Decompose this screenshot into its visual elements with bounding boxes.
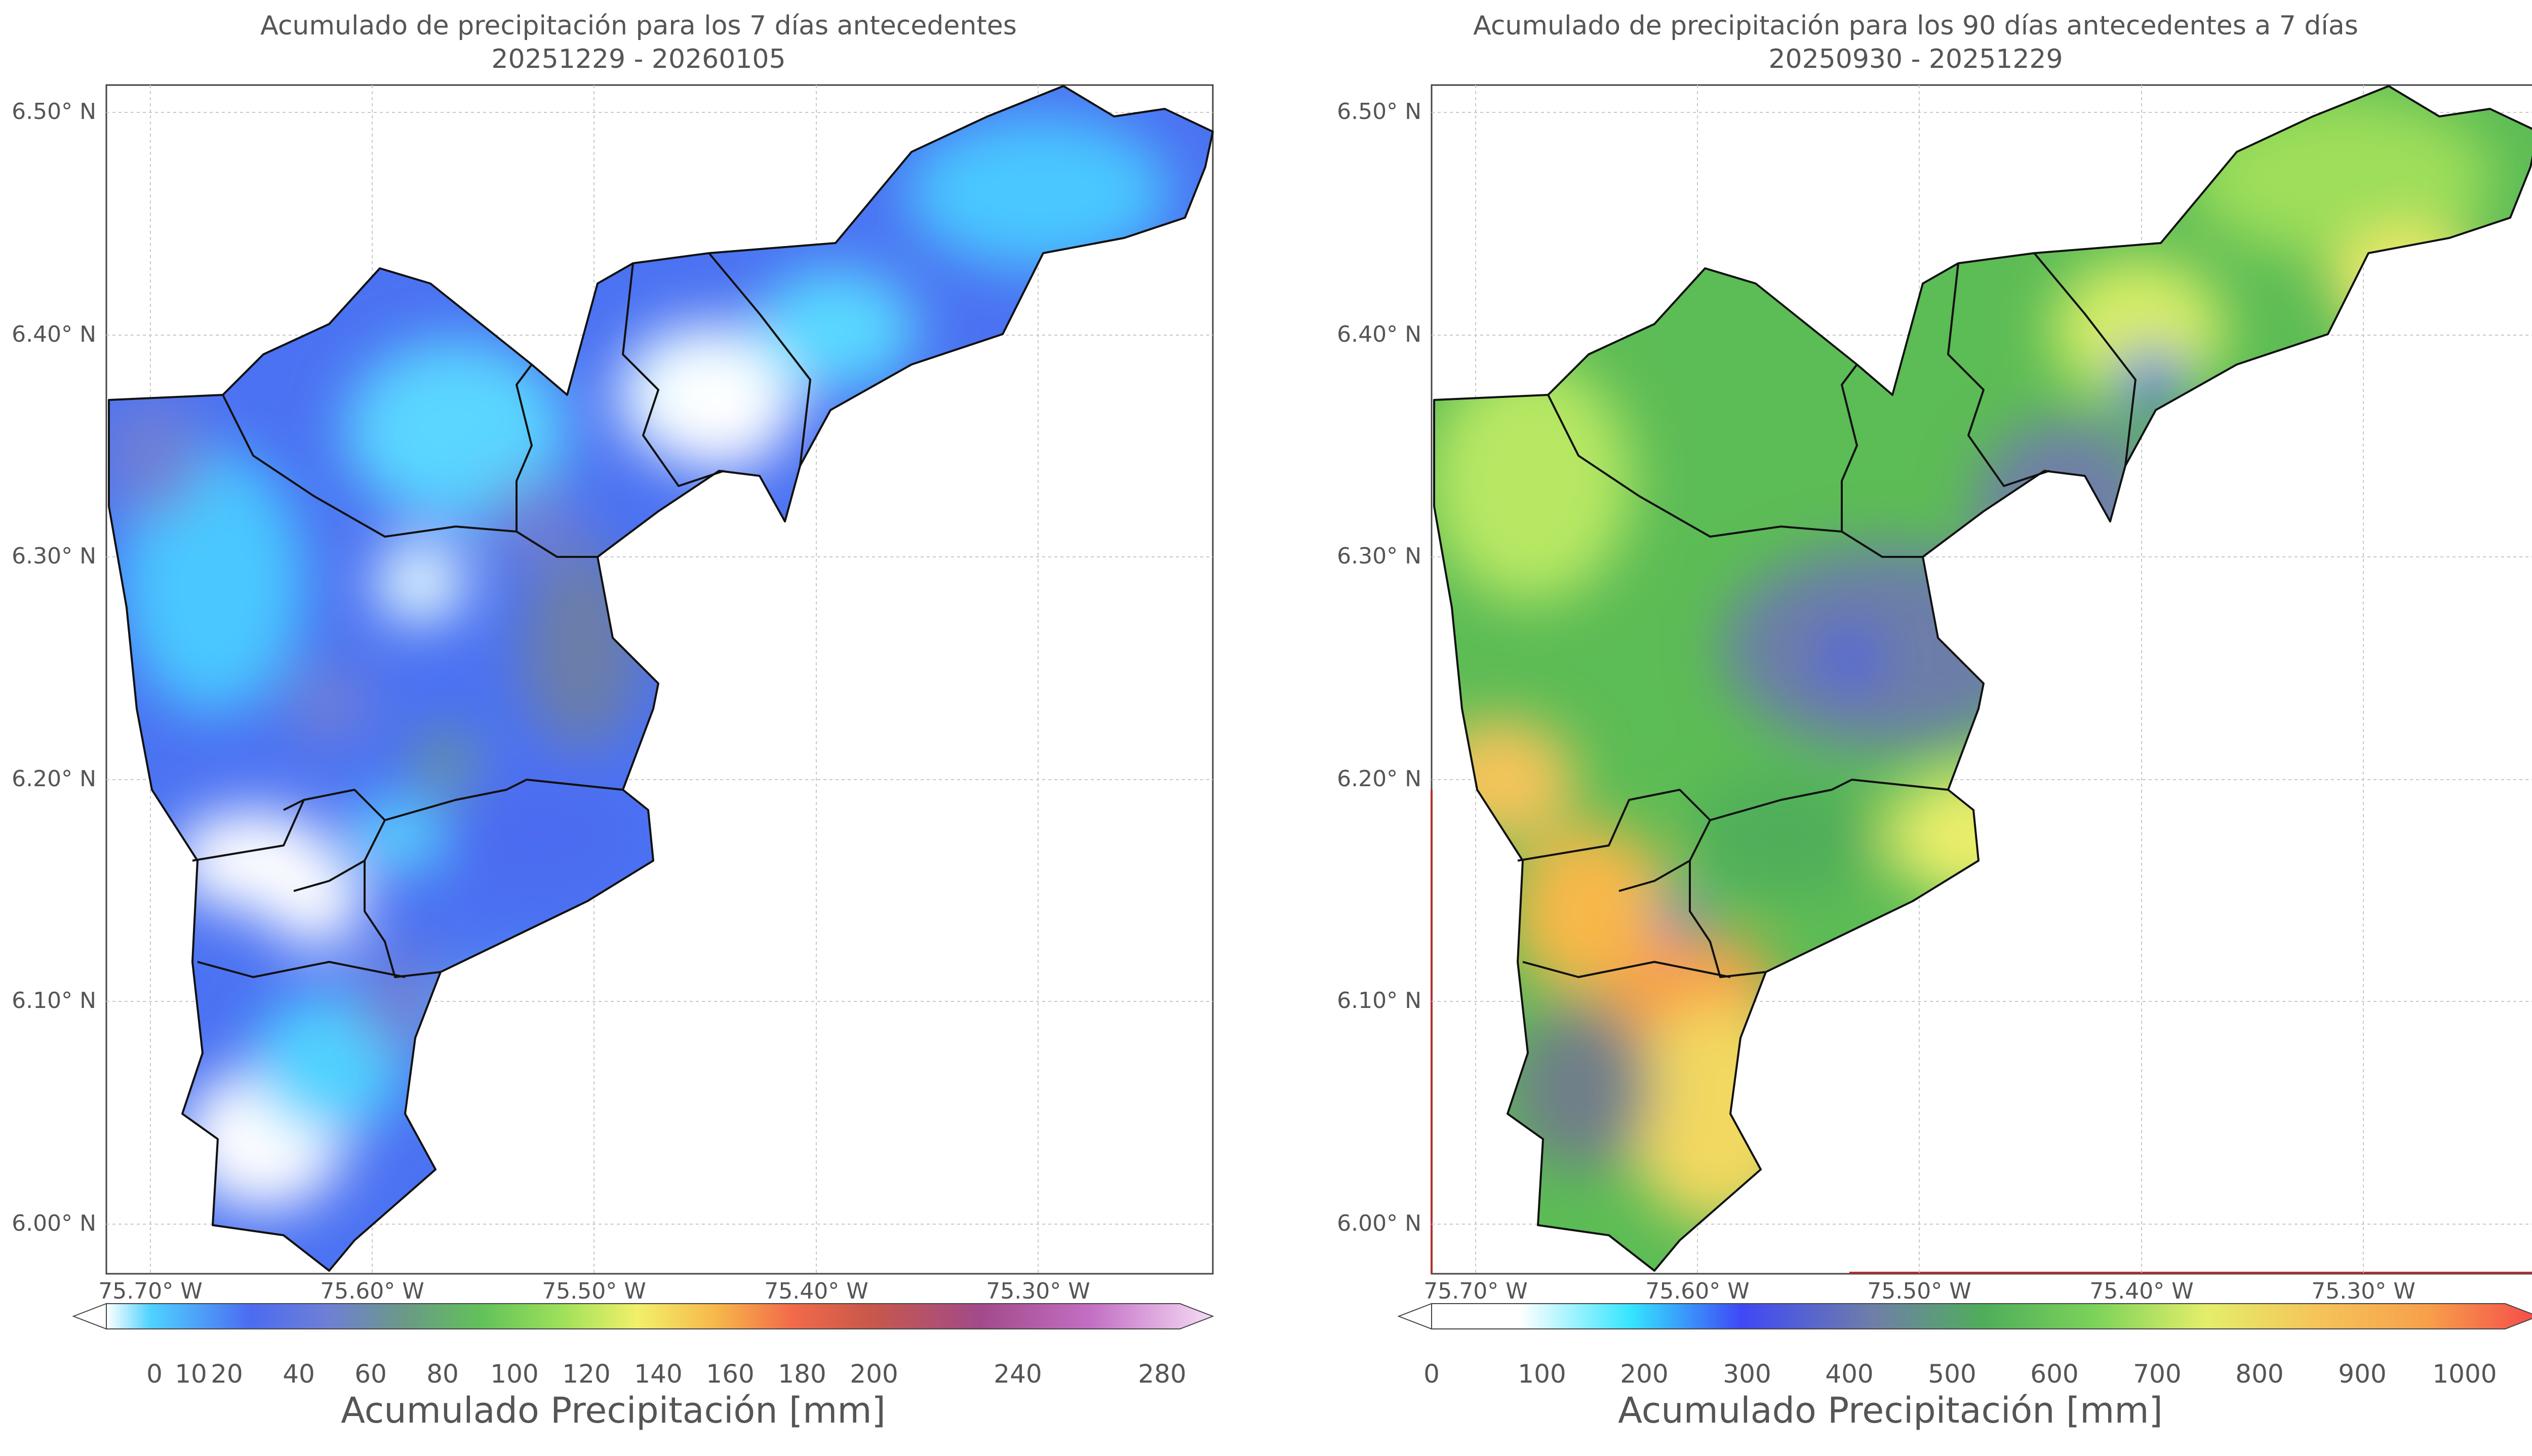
left-cb-tick-160: 160: [706, 1359, 755, 1389]
left-colorbar: [72, 1303, 1214, 1330]
right-map-figure: [1431, 84, 2532, 1275]
left-map-title: Acumulado de precipitación para los 7 dí…: [0, 9, 1277, 76]
left-cb-tick-240: 240: [994, 1359, 1042, 1389]
right-lat-tick-640: 6.40° N: [1337, 321, 1421, 347]
right-lat-tick-600: 6.00° N: [1337, 1210, 1421, 1236]
left-title-line1: Acumulado de precipitación para los 7 dí…: [260, 11, 1017, 41]
right-boundaries: [1433, 85, 2532, 1272]
left-map-figure: [105, 84, 1214, 1275]
right-cb-tick-500: 500: [1928, 1359, 1976, 1389]
left-lon-tick-7530: 75.30° W: [986, 1278, 1090, 1304]
right-cb-tick-100: 100: [1518, 1359, 1566, 1389]
left-lat-tick-630: 6.30° N: [12, 543, 96, 569]
left-map-panel: Acumulado de precipitación para los 7 dí…: [0, 9, 1277, 1431]
left-cb-tick-180: 180: [778, 1359, 826, 1389]
right-cb-tick-900: 900: [2338, 1359, 2387, 1389]
left-lat-tick-620: 6.20° N: [12, 766, 96, 792]
left-cb-tick-200: 200: [850, 1359, 898, 1389]
left-boundaries: [108, 85, 1214, 1272]
left-lon-tick-7540: 75.40° W: [764, 1278, 868, 1304]
right-lat-tick-630: 6.30° N: [1337, 543, 1421, 569]
left-lon-tick-7550: 75.50° W: [542, 1278, 646, 1304]
right-cb-tick-1000: 1000: [2432, 1359, 2497, 1389]
right-lat-tick-650: 6.50° N: [1337, 99, 1421, 125]
left-lon-tick-7570: 75.70° W: [98, 1278, 203, 1304]
right-lon-tick-7570: 75.70° W: [1423, 1278, 1528, 1304]
left-cb-tick-80: 80: [426, 1359, 459, 1389]
right-cb-tick-400: 400: [1825, 1359, 1874, 1389]
left-cb-tick-10: 10: [175, 1359, 207, 1389]
left-cb-tick-280: 280: [1138, 1359, 1186, 1389]
right-title-line2: 20250930 - 20251229: [1768, 44, 2063, 74]
left-lat-tick-640: 6.40° N: [12, 321, 96, 347]
right-title-line1: Acumulado de precipitación para los 90 d…: [1473, 11, 2358, 41]
left-lat-tick-610: 6.10° N: [12, 988, 96, 1014]
right-colorbar: [1397, 1303, 2532, 1330]
left-lat-tick-600: 6.00° N: [12, 1210, 96, 1236]
right-map-title: Acumulado de precipitación para los 90 d…: [1277, 9, 2532, 76]
right-cb-tick-700: 700: [2133, 1359, 2182, 1389]
left-lon-tick-7560: 75.60° W: [320, 1278, 424, 1304]
left-cb-tick-20: 20: [211, 1359, 243, 1389]
right-cb-tick-200: 200: [1620, 1359, 1669, 1389]
right-cb-tick-0: 0: [1423, 1359, 1440, 1389]
right-lon-tick-7550: 75.50° W: [1867, 1278, 1971, 1304]
left-colorbar-label: Acumulado Precipitación [mm]: [341, 1390, 886, 1431]
right-map-panel: Acumulado de precipitación para los 90 d…: [1277, 0, 2532, 1456]
left-cb-tick-0: 0: [146, 1359, 163, 1389]
right-lon-tick-7530: 75.30° W: [2311, 1278, 2416, 1304]
right-colorbar-label: Acumulado Precipitación [mm]: [1618, 1390, 2163, 1431]
left-cb-tick-120: 120: [562, 1359, 611, 1389]
right-cb-tick-300: 300: [1723, 1359, 1771, 1389]
right-cb-tick-600: 600: [2030, 1359, 2079, 1389]
right-cb-tick-800: 800: [2235, 1359, 2284, 1389]
left-cb-tick-100: 100: [490, 1359, 539, 1389]
right-lat-tick-620: 6.20° N: [1337, 766, 1421, 792]
left-lat-tick-650: 6.50° N: [12, 99, 96, 125]
left-title-line2: 20251229 - 20260105: [491, 44, 786, 74]
left-cb-tick-140: 140: [634, 1359, 683, 1389]
left-cb-tick-60: 60: [354, 1359, 387, 1389]
right-lat-tick-610: 6.10° N: [1337, 988, 1421, 1014]
right-lon-tick-7560: 75.60° W: [1645, 1278, 1750, 1304]
left-cb-tick-40: 40: [283, 1359, 315, 1389]
right-lon-tick-7540: 75.40° W: [2089, 1278, 2194, 1304]
